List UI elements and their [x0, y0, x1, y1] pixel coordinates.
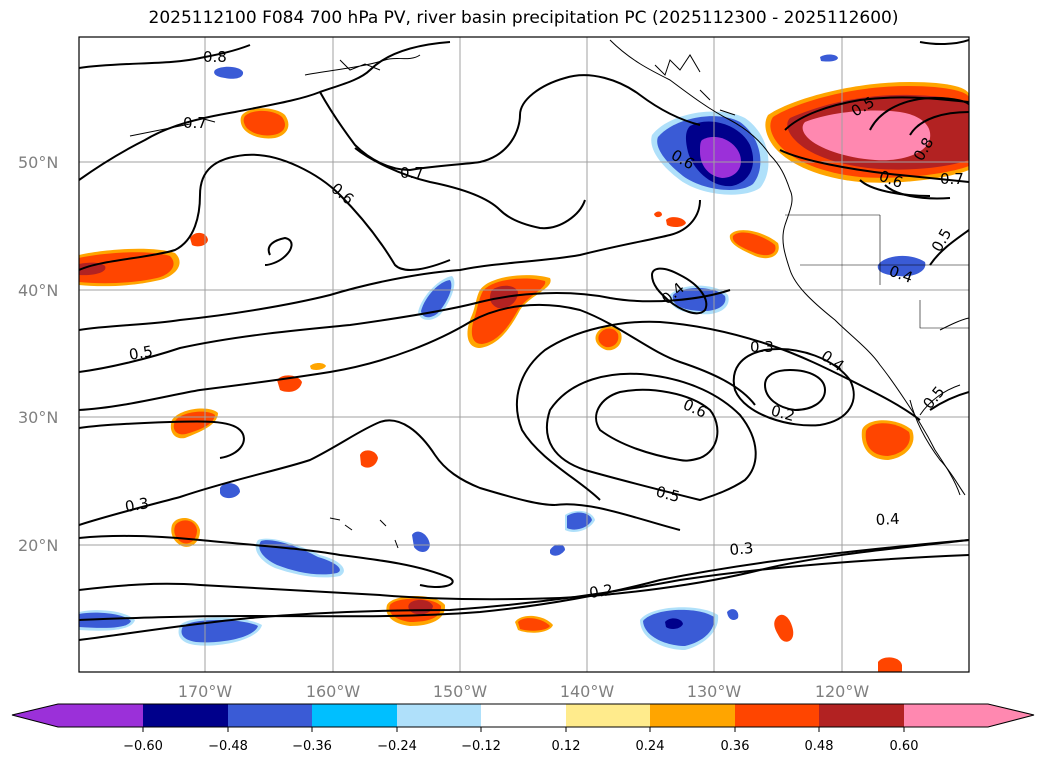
contour-label: 0.2 — [769, 401, 797, 425]
contour-label: 0.7 — [183, 114, 207, 132]
lat-label-40n: 40°N — [18, 281, 58, 300]
lon-label-150w: 150°W — [433, 682, 488, 701]
colorbar-extend-high — [988, 704, 1034, 727]
colorbar-tick: −0.24 — [377, 739, 417, 754]
colorbar-tick: −0.36 — [292, 739, 332, 754]
contour-label: 0.3 — [729, 539, 754, 559]
colorbar-swatch — [312, 704, 397, 727]
colorbar-tick: −0.60 — [123, 739, 163, 754]
map-title: 2025112100 F084 700 hPa PV, river basin … — [148, 8, 899, 28]
colorbar-extend-low — [12, 704, 58, 727]
lon-label-120w: 120°W — [815, 682, 870, 701]
colorbar-swatch — [566, 704, 650, 727]
colorbar-swatch — [397, 704, 481, 727]
colorbar-tick: 0.60 — [890, 739, 919, 754]
lat-label-30n: 30°N — [18, 408, 58, 427]
colorbar-tick: −0.12 — [461, 739, 501, 754]
colorbar-swatch — [228, 704, 312, 727]
lon-label-140w: 140°W — [560, 682, 615, 701]
colorbar-tick: −0.48 — [208, 739, 248, 754]
colorbar-tick: 0.24 — [636, 739, 665, 754]
contour-label: 0.7 — [400, 164, 424, 182]
lat-label-20n: 20°N — [18, 536, 58, 555]
colorbar-tick: 0.36 — [721, 739, 750, 754]
map-frame — [78, 36, 970, 673]
contour-label: 0.7 — [940, 170, 964, 188]
colorbar-swatch — [481, 704, 566, 727]
colorbar: −0.60 −0.48 −0.36 −0.24 −0.12 0.12 0.24 … — [11, 703, 1035, 754]
lon-label-130w: 130°W — [687, 682, 742, 701]
map-panel: 0.8 0.7 0.7 0.6 0.5 0.3 0.6 0.5 0.4 0.3 … — [79, 37, 969, 672]
colorbar-swatch — [58, 704, 143, 727]
lon-label-170w: 170°W — [178, 682, 233, 701]
contour-label: 0.4 — [875, 510, 900, 529]
political-borders — [785, 214, 969, 329]
contour-label: 0.2 — [588, 581, 614, 602]
colorbar-tick: 0.48 — [805, 739, 834, 754]
lat-label-50n: 50°N — [18, 153, 58, 172]
contour-label: 0.8 — [203, 48, 227, 66]
contour-label: 0.3 — [124, 494, 151, 516]
colorbar-swatch — [650, 704, 735, 727]
coastlines — [129, 39, 969, 549]
colorbar-swatch — [819, 704, 904, 727]
contour-label: 0.5 — [128, 342, 155, 364]
colorbar-swatch — [735, 704, 819, 727]
pv-contours — [79, 39, 969, 641]
colorbar-swatch — [143, 704, 228, 727]
precipitation-shading — [79, 54, 969, 672]
contour-label: 0.3 — [750, 338, 774, 356]
lon-label-160w: 160°W — [306, 682, 361, 701]
contour-label: 0.5 — [654, 482, 682, 506]
colorbar-swatch — [904, 704, 988, 727]
colorbar-tick: 0.12 — [552, 739, 581, 754]
